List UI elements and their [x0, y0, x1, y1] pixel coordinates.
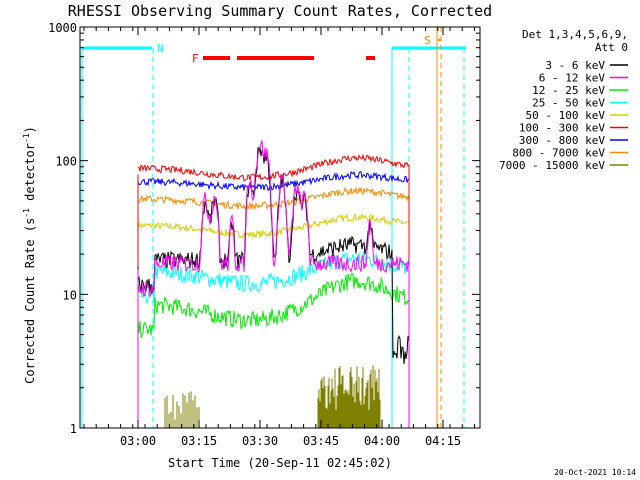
- legend-label: 6 - 12 keV: [539, 72, 606, 85]
- legend-label: 7000 - 15000 keV: [499, 159, 605, 172]
- series-line: [137, 140, 410, 428]
- legend-header-attenuator: Att 0: [595, 41, 628, 54]
- legend-label: 300 - 800 keV: [519, 134, 605, 147]
- plot-area: N S F: [81, 27, 466, 428]
- x-tick-label: 03:00: [120, 434, 156, 448]
- x-tick-label: 04:15: [425, 434, 461, 448]
- y-tick-label: 10: [63, 288, 77, 302]
- legend-header-detectors: Det 1,3,4,5,6,9,: [522, 28, 628, 41]
- x-tick-label: 03:15: [181, 434, 217, 448]
- saa-flag-label: S: [424, 34, 431, 47]
- legend-label: 12 - 25 keV: [532, 84, 605, 97]
- axes: 1 10 100 1000 03:00 03:15 03:30 03:45 04:00 04:15: [48, 21, 481, 448]
- legend-label: 3 - 6 keV: [545, 59, 605, 72]
- flare-flag-label: F: [192, 52, 199, 65]
- night-flag-label: N: [157, 42, 164, 55]
- footer-timestamp: 20-Oct-2021 10:14: [554, 468, 636, 477]
- x-axis-label: Start Time (20-Sep-11 02:45:02): [168, 456, 392, 470]
- chart-title: RHESSI Observing Summary Count Rates, Co…: [68, 2, 492, 20]
- legend-label: 800 - 7000 keV: [512, 147, 605, 160]
- y-tick-label: 1000: [48, 21, 77, 35]
- legend-label: 25 - 50 keV: [532, 97, 605, 110]
- x-tick-label: 03:30: [242, 434, 278, 448]
- series-line: [164, 365, 381, 428]
- y-tick-label: 1: [70, 422, 77, 436]
- legend-label: 100 - 300 keV: [519, 122, 605, 135]
- plot-frame: [79, 26, 481, 429]
- y-axis-label: Corrected Count Rate (s-1 detector-1): [22, 126, 37, 384]
- y-tick-label: 100: [55, 155, 77, 169]
- x-tick-label: 04:00: [364, 434, 400, 448]
- x-tick-label: 03:45: [303, 434, 339, 448]
- legend-label: 50 - 100 keV: [526, 109, 606, 122]
